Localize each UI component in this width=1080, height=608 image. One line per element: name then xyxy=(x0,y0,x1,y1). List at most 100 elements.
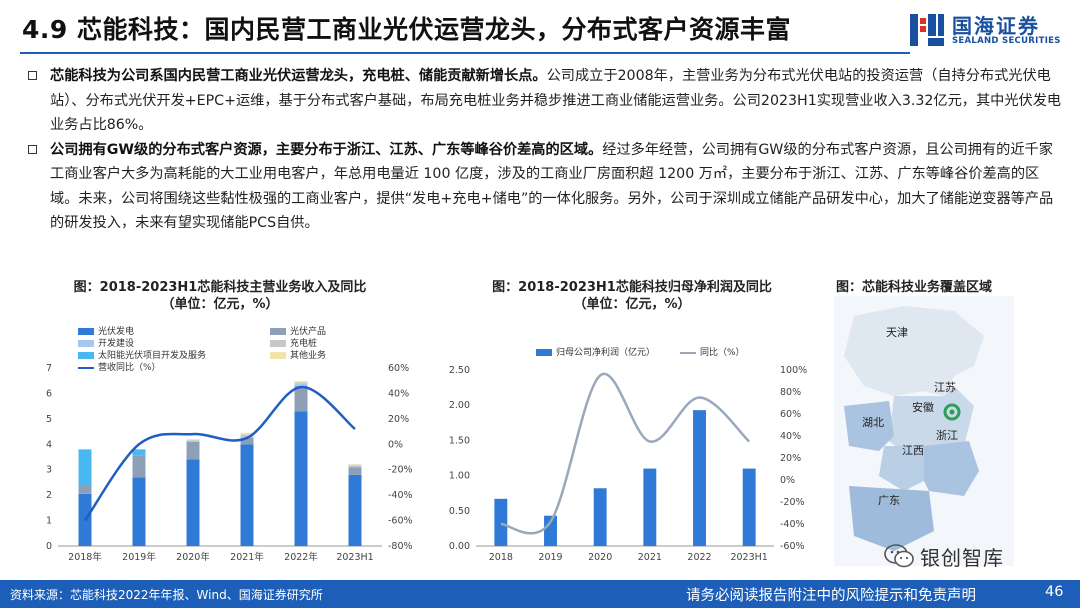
legend-label: 光伏发电 xyxy=(98,327,135,337)
y2-tick-label: 20% xyxy=(388,414,409,425)
bar-segment xyxy=(78,484,92,494)
bar-segment xyxy=(132,455,146,478)
bar-segment xyxy=(643,468,657,546)
bar-segment xyxy=(348,464,362,466)
legend-label: 其他业务 xyxy=(290,351,327,361)
map-label-zhejiang: 浙江 xyxy=(936,429,958,442)
bar-segment xyxy=(593,488,607,546)
x-tick-label: 2023H1 xyxy=(730,552,767,563)
bullet-heading: 芯能科技为公司系国内民营工商业光伏运营龙头，充电桩、储能贡献新增长点。 xyxy=(50,68,547,84)
y2-tick-label: -20% xyxy=(388,465,413,476)
map-label-jiangxi: 江西 xyxy=(902,444,924,457)
legend-label: 营收同比（%） xyxy=(98,363,161,373)
map-title: 图：芯能科技业务覆盖区域 xyxy=(836,280,993,295)
legend-item: 同比（%） xyxy=(680,345,745,358)
y2-tick-label: 80% xyxy=(780,387,801,398)
y2-tick-label: 40% xyxy=(780,431,801,442)
legend-swatch xyxy=(270,340,286,347)
chart1-plot: 0 1 2 3 4 5 6 7 -80% -60% -40% -20% 0% 20% 40% 60% 2018年… xyxy=(46,363,413,563)
jiangxi-region-shape xyxy=(879,446,924,491)
map-label-jiangsu: 江苏 xyxy=(934,381,956,394)
legend-label: 充电桩 xyxy=(290,339,318,349)
chart2-title-block: 图：2018-2023H1芯能科技归母净利润及同比 （单位：亿元，%） xyxy=(452,279,812,313)
footer-disclaimer: 请务必阅读报告附注中的风险提示和免责声明 xyxy=(686,588,976,604)
y-tick-label: 2.50 xyxy=(449,365,470,376)
y2-tick-label: -40% xyxy=(780,519,805,530)
y2-tick-label: 100% xyxy=(780,365,807,376)
y-tick-label: 2 xyxy=(46,490,52,501)
wechat-icon xyxy=(884,544,914,568)
location-pin-dot xyxy=(949,409,955,415)
y2-tick-label: 40% xyxy=(388,388,409,399)
y-tick-label: 1 xyxy=(46,516,52,527)
map-label-guangdong: 广东 xyxy=(878,494,900,507)
slide-header: 4.9 芯能科技：国内民营工商业光伏运营龙头，分布式客户资源丰富 国海证券 SE… xyxy=(0,0,1080,58)
chart2-title: 图：2018-2023H1芯能科技归母净利润及同比 xyxy=(492,280,772,295)
x-tick-label: 2019年 xyxy=(122,551,156,563)
bar-segment xyxy=(294,385,308,412)
location-pin-icon xyxy=(943,403,961,421)
bar-segment xyxy=(132,449,146,456)
legend-swatch xyxy=(270,352,286,359)
legend-label: 太阳能光伏项目开发及服务 xyxy=(98,351,207,361)
y2-tick-label: -80% xyxy=(388,541,413,552)
legend-swatch xyxy=(78,352,94,359)
bar-segment xyxy=(348,467,362,475)
bar-segment xyxy=(186,459,200,546)
y-tick-label: 7 xyxy=(46,363,52,374)
map-label-anhui: 安徽 xyxy=(912,400,934,414)
y-tick-label: 0 xyxy=(46,541,52,552)
bullet-item: 芯能科技为公司系国内民营工商业光伏运营龙头，充电桩、储能贡献新增长点。公司成立于… xyxy=(22,64,1062,138)
map-label-hubei: 湖北 xyxy=(862,416,884,429)
legend-label: 归母公司净利润（亿元） xyxy=(556,348,656,358)
x-tick-label: 2023H1 xyxy=(336,552,373,563)
x-tick-label: 2022 xyxy=(687,552,711,563)
y2-tick-label: 0% xyxy=(780,475,795,486)
y-tick-label: 4 xyxy=(46,439,52,450)
y-tick-label: 3 xyxy=(46,465,52,476)
x-tick-label: 2021年 xyxy=(230,551,264,563)
bar-segment xyxy=(348,474,362,546)
y-tick-label: 5 xyxy=(46,414,52,425)
x-tick-label: 2019 xyxy=(538,552,562,563)
brand-name-cn: 国海证券 xyxy=(952,14,1040,38)
y-tick-label: 1.50 xyxy=(449,435,470,446)
y2-tick-label: 20% xyxy=(780,453,801,464)
legend-label: 开发建设 xyxy=(98,339,135,349)
x-tick-label: 2022年 xyxy=(284,551,318,563)
chart2-plot: 0.00 0.50 1.00 1.50 2.00 2.50 -60% -40% -20% 0% 20… xyxy=(449,365,807,563)
bullet-heading: 公司拥有GW级的分布式客户资源，主要分布于浙江、江苏、广东等峰谷价差高的区域。 xyxy=(50,141,603,158)
title-divider xyxy=(20,52,910,54)
watermark-text: 银创智库 xyxy=(920,546,1004,570)
page-title: 4.9 芯能科技：国内民营工商业光伏运营龙头，分布式客户资源丰富 xyxy=(22,15,791,44)
legend-item: 光伏产品 xyxy=(270,324,326,337)
bar-segment xyxy=(544,515,557,546)
legend-line-swatch xyxy=(78,366,94,369)
bar-segment xyxy=(186,440,200,442)
legend-item: 营收同比（%） xyxy=(78,360,161,373)
y-tick-label: 0.50 xyxy=(449,506,470,517)
bullet-item: 公司拥有GW级的分布式客户资源，主要分布于浙江、江苏、广东等峰谷价差高的区域。经… xyxy=(22,138,1062,236)
y2-tick-label: -20% xyxy=(780,497,805,508)
y-tick-label: 6 xyxy=(46,388,52,399)
y2-tick-label: -60% xyxy=(388,516,413,527)
bullet-list: 芯能科技为公司系国内民营工商业光伏运营龙头，充电桩、储能贡献新增长点。公司成立于… xyxy=(22,64,1062,236)
legend-item: 归母公司净利润（亿元） xyxy=(536,345,655,358)
x-tick-label: 2018年 xyxy=(68,551,102,563)
legend-label: 同比（%） xyxy=(700,348,745,358)
legend-item: 太阳能光伏项目开发及服务 xyxy=(78,348,206,361)
bar-segment xyxy=(693,410,706,546)
bar-segment xyxy=(240,444,254,546)
bar-segment xyxy=(78,449,92,485)
bullet-text: 公司成立于2008年，主营业务为分布式光伏电站的投资运营（自持分布式光伏电站）、… xyxy=(50,68,1062,133)
brand-logo: 国海证券 SEALAND SECURITIES xyxy=(908,8,1068,54)
north-region-shape xyxy=(844,306,984,396)
bar-segment xyxy=(132,477,146,546)
chart1-title: 图：2018-2023H1芯能科技主营业务收入及同比 xyxy=(73,280,367,295)
legend-label: 光伏产品 xyxy=(290,327,327,337)
bullet-square-icon xyxy=(28,144,37,154)
bar-segment xyxy=(186,441,200,460)
x-tick-label: 2020年 xyxy=(176,551,210,563)
legend-item: 光伏发电 xyxy=(78,324,134,337)
bar-segment xyxy=(240,432,254,435)
